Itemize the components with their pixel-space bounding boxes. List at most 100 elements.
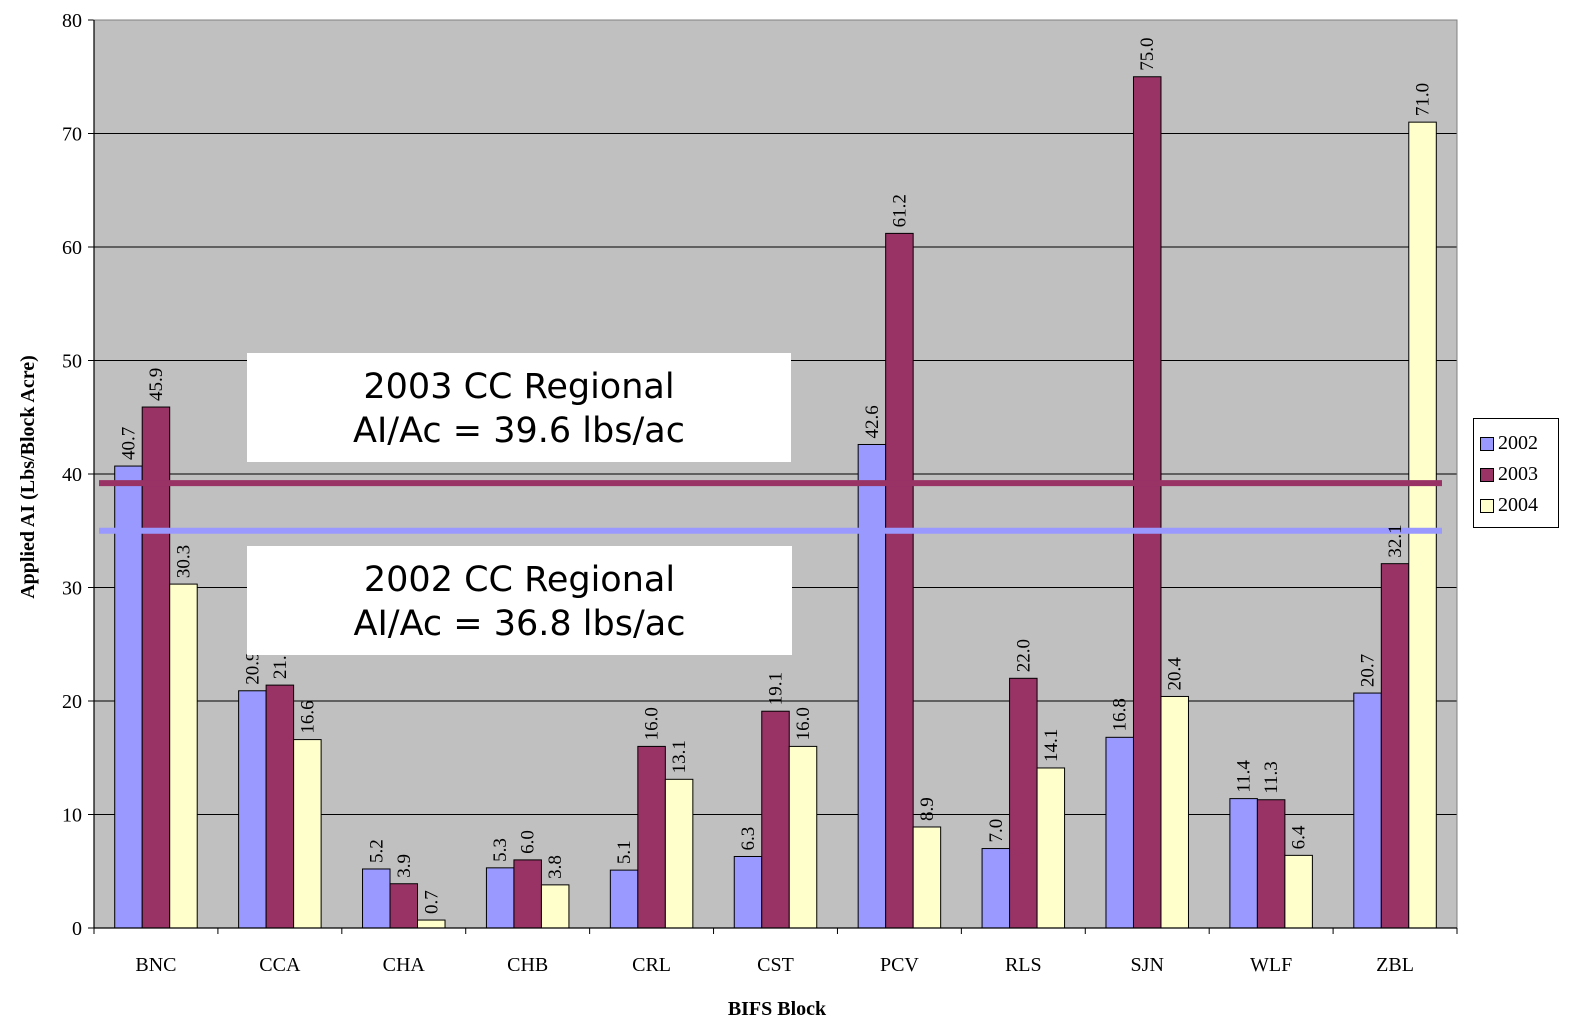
bar-2002-SJN <box>1105 736 1134 929</box>
bar-label: 6.3 <box>738 827 759 851</box>
legend-label-2003: 2003 <box>1498 463 1538 485</box>
bar-2003-BNC <box>141 406 171 929</box>
bar-2002-CHB <box>485 867 515 929</box>
legend-label-2004: 2004 <box>1498 494 1538 516</box>
bar-2004-CHA <box>417 919 446 929</box>
legend-swatch-2004 <box>1480 498 1494 513</box>
bar-label: 32.1 <box>1385 524 1406 557</box>
bar-2002-BNC <box>114 465 143 929</box>
bar-label: 0.7 <box>421 890 442 914</box>
legend-item-2004: 2004 <box>1474 490 1558 521</box>
x-tick-label: CST <box>757 954 794 976</box>
annotation-2002-line2: AI/Ac = 36.8 lbs/ac <box>353 604 686 644</box>
x-tick-label: BNC <box>135 954 176 976</box>
annotation-2003-line2: AI/Ac = 39.6 lbs/ac <box>353 411 685 451</box>
bar-2002-CST <box>733 855 763 929</box>
bars <box>114 76 1437 929</box>
bar-label: 11.3 <box>1261 761 1282 794</box>
bar-label: 61.2 <box>889 194 910 227</box>
bar-label: 3.9 <box>394 854 415 878</box>
bar-label: 13.1 <box>669 740 690 773</box>
bar-2002-RLS <box>981 848 1011 929</box>
bar-label: 20.4 <box>1165 657 1186 691</box>
y-tick-label: 30 <box>62 578 82 600</box>
x-axis-title: BIFS Block <box>728 998 827 1020</box>
annotation-2002-regional: 2002 CC Regional AI/Ac = 36.8 lbs/ac <box>247 546 792 655</box>
bar-label: 5.3 <box>490 838 511 862</box>
x-tick-label: CHA <box>383 954 426 976</box>
bar-2002-CRL <box>609 869 639 929</box>
bar-2004-BNC <box>169 583 198 929</box>
x-tick-label: CHB <box>507 954 548 976</box>
annotation-2003-regional: 2003 CC Regional AI/Ac = 39.6 lbs/ac <box>247 353 791 462</box>
bar-label: 30.3 <box>173 545 194 578</box>
bar-2003-WLF <box>1256 799 1286 929</box>
annotation-2002-line1: 2002 CC Regional <box>363 560 676 600</box>
y-tick-label: 70 <box>62 124 82 146</box>
bar-label: 16.6 <box>297 700 318 733</box>
bar-2004-CCA <box>293 739 322 929</box>
bar-2004-PCV <box>912 826 942 929</box>
bar-label: 16.0 <box>793 707 814 740</box>
bar-label: 6.0 <box>518 830 539 854</box>
bar-label: 16.0 <box>642 707 663 740</box>
bar-label: 19.1 <box>766 672 787 705</box>
bar-label: 42.6 <box>862 405 883 438</box>
bar-2003-ZBL <box>1380 563 1410 929</box>
bar-2002-PCV <box>857 443 887 929</box>
bar-label: 45.9 <box>146 368 167 401</box>
bar-2003-RLS <box>1009 677 1038 929</box>
x-tick-label: PCV <box>880 954 919 976</box>
bar-label: 20.7 <box>1358 654 1379 687</box>
bar-label: 6.4 <box>1289 825 1310 849</box>
y-tick-label: 80 <box>62 10 82 32</box>
annotation-2003-line1: 2003 CC Regional <box>363 367 675 407</box>
bar-label: 22.0 <box>1013 639 1034 672</box>
y-tick-label: 20 <box>62 691 82 713</box>
y-tick-label: 0 <box>72 918 82 940</box>
legend-item-2002: 2002 <box>1474 428 1558 459</box>
bar-label: 71.0 <box>1413 83 1434 116</box>
legend-label-2002: 2002 <box>1498 432 1538 454</box>
bar-label: 20.9 <box>242 652 263 685</box>
y-tick-label: 40 <box>62 464 82 486</box>
bar-2003-CCA <box>265 684 295 929</box>
bar-labels: 40.745.930.320.9 21.416.65.23.90.75.3 6.03… <box>118 38 1433 915</box>
x-tick-label: RLS <box>1005 954 1042 976</box>
bar-2004-RLS <box>1036 767 1066 929</box>
y-tick-label: 50 <box>62 351 82 373</box>
x-tick-label: WLF <box>1250 954 1292 976</box>
legend: 2002 2003 2004 <box>1473 418 1559 528</box>
bar-2004-ZBL <box>1408 121 1437 929</box>
x-tick-label: CRL <box>632 954 671 976</box>
bar-2003-CST <box>761 710 790 929</box>
y-tick-label: 60 <box>62 237 82 259</box>
x-tick-label: ZBL <box>1376 954 1414 976</box>
bar-label: 11.4 <box>1234 760 1255 793</box>
reference-lines <box>99 480 1442 534</box>
axes: 0 10 20 30 40 50 60 70 80 BNC CCA CHA CHB CRL CST PCV RL… <box>62 10 1458 976</box>
bar-label: 5.1 <box>614 840 635 864</box>
bar-2003-CHA <box>389 883 419 929</box>
y-axis-title: Applied AI (Lbs/Block Acre) <box>17 355 39 599</box>
bar-label: 3.8 <box>545 855 566 879</box>
bar-label: 7.0 <box>986 819 1007 843</box>
bar-2003-CRL <box>637 745 666 929</box>
bar-2002-CCA <box>238 690 267 929</box>
bar-2002-WLF <box>1229 798 1258 929</box>
bar-label: 5.2 <box>366 839 387 863</box>
bar-2003-CHB <box>513 859 542 929</box>
x-tick-label: SJN <box>1131 954 1164 976</box>
legend-swatch-2003 <box>1480 467 1494 482</box>
bar-label: 14.1 <box>1041 729 1062 762</box>
bar-2004-CST <box>788 745 818 929</box>
bar-2004-CHB <box>540 884 570 929</box>
y-tick-label: 10 <box>62 805 82 827</box>
bar-label: 40.7 <box>118 427 139 460</box>
legend-swatch-2002 <box>1480 436 1494 451</box>
x-tick-label: CCA <box>259 954 301 976</box>
bar-2003-SJN <box>1132 76 1162 929</box>
bar-label: 8.9 <box>917 797 938 821</box>
bar-2004-SJN <box>1160 695 1189 929</box>
